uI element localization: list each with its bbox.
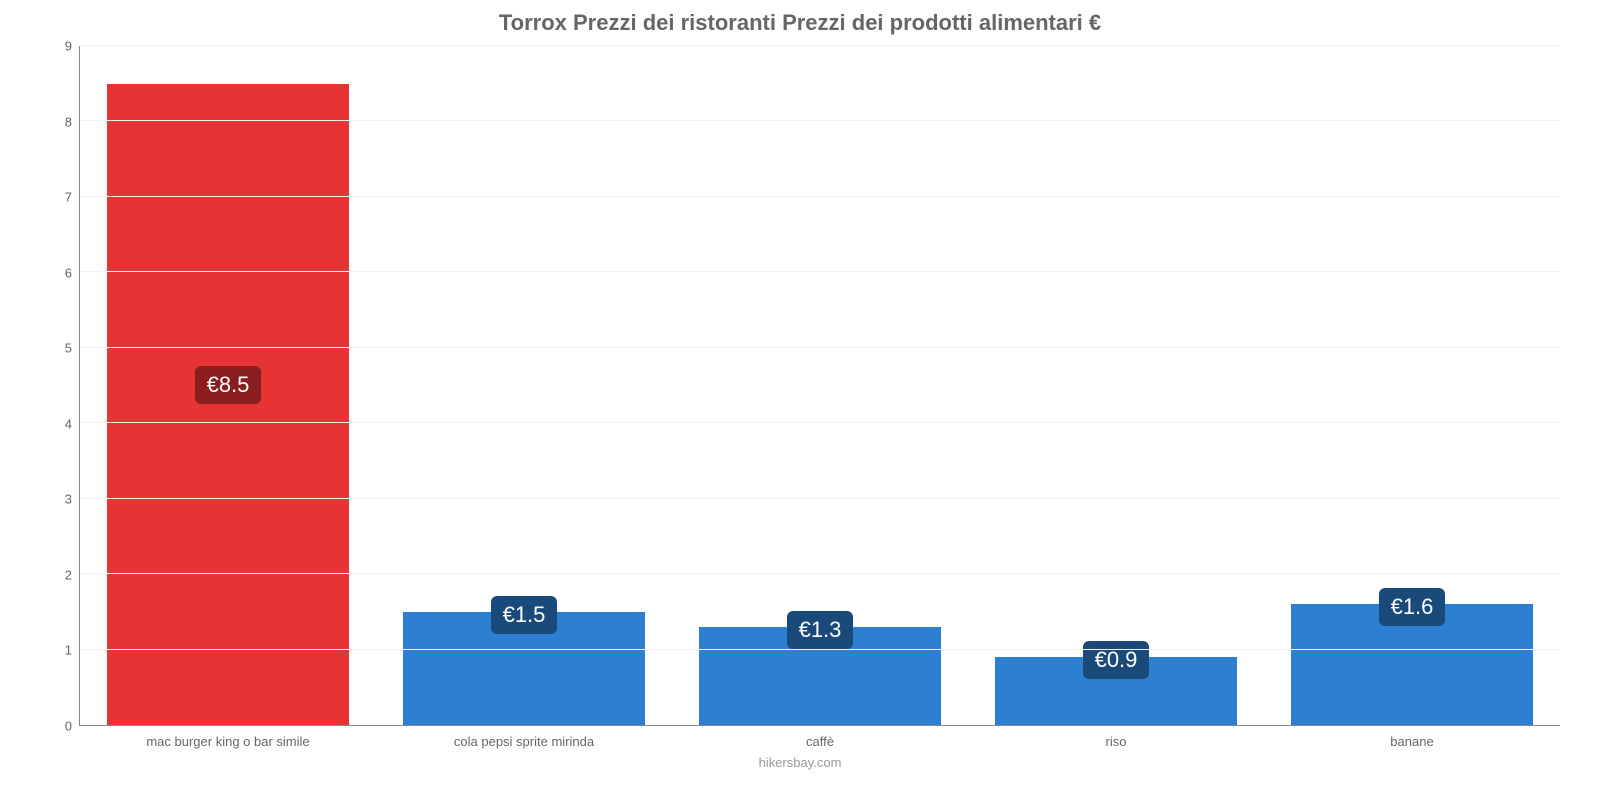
bar-value-badge: €8.5 [195,366,262,404]
y-tick-label: 2 [65,567,72,582]
price-bar-chart: Torrox Prezzi dei ristoranti Prezzi dei … [0,0,1600,800]
y-tick-label: 1 [65,643,72,658]
grid-line [80,649,1560,650]
plot-area: €8.5 €1.5 €1.3 €0.9 €1.6 [80,46,1560,726]
y-tick-label: 4 [65,416,72,431]
bar: €0.9 [995,657,1238,725]
y-tick-label: 3 [65,492,72,507]
chart-title: Torrox Prezzi dei ristoranti Prezzi dei … [40,10,1560,36]
grid-line [80,45,1560,46]
grid-line [80,120,1560,121]
y-tick-label: 7 [65,190,72,205]
bar-slot: €8.5 [80,46,376,725]
grid-line [80,573,1560,574]
bar-value-badge: €1.6 [1379,588,1446,626]
bar-slot: €1.5 [376,46,672,725]
y-tick-label: 9 [65,39,72,54]
grid-line [80,498,1560,499]
grid-line [80,422,1560,423]
y-tick-label: 8 [65,114,72,129]
x-tick-label: banane [1264,726,1560,749]
x-axis: mac burger king o bar similecola pepsi s… [80,726,1560,749]
bar-slot: €1.3 [672,46,968,725]
bar-value-badge: €1.3 [787,611,854,649]
y-tick-label: 5 [65,341,72,356]
y-axis: 0123456789 [40,46,80,726]
grid-line [80,347,1560,348]
bars-row: €8.5 €1.5 €1.3 €0.9 €1.6 [80,46,1560,725]
x-tick-label: mac burger king o bar simile [80,726,376,749]
bar: €1.3 [699,627,942,725]
bar-value-badge: €1.5 [491,596,558,634]
x-tick-label: caffè [672,726,968,749]
x-tick-label: cola pepsi sprite mirinda [376,726,672,749]
y-tick-label: 6 [65,265,72,280]
bar-slot: €0.9 [968,46,1264,725]
grid-line [80,196,1560,197]
grid-line [80,271,1560,272]
x-tick-label: riso [968,726,1264,749]
bar: €8.5 [107,84,350,725]
plot-wrap: 0123456789 €8.5€1.5€1.3€0.9€1.6 [40,46,1560,726]
y-tick-label: 0 [65,719,72,734]
bar-value-badge: €0.9 [1083,641,1150,679]
bar-slot: €1.6 [1264,46,1560,725]
bar: €1.5 [403,612,646,725]
source-text: hikersbay.com [40,755,1560,770]
bar: €1.6 [1291,604,1534,725]
